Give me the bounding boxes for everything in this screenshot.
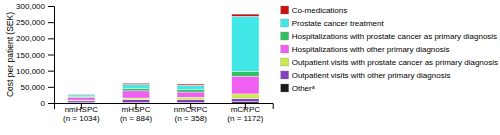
tick-label: mHSPC(n = 884) (120, 105, 153, 123)
chart: Co-medications Prostate cancer treatment H… (0, 0, 500, 135)
legend-label: Outpatient visits with other primary dia… (292, 71, 451, 80)
legend-swatch (281, 32, 289, 40)
series-bars (68, 98, 259, 102)
bar-segment (122, 100, 149, 103)
legend-item: Outpatient visits with other primary dia… (281, 71, 451, 80)
bar-segment (68, 101, 95, 103)
y-axis: 0 50,000 100,000 150,000 200,000 250,000 300,0… (16, 2, 54, 108)
x-tick: mCRPC(n = 1172) (227, 103, 263, 123)
legend-item: Co-medications (281, 6, 348, 15)
tick-label: mCRPC(n = 1172) (227, 105, 263, 123)
legend-label: Co-medications (292, 6, 348, 15)
bar-segment (232, 16, 259, 71)
legend-swatch (281, 19, 289, 27)
x-tick: mHSPC(n = 884) (120, 103, 153, 123)
legend-label: Outpatient visits with prostate cancer a… (292, 58, 498, 67)
legend-item: Hospitalizations with prostate cancer as… (281, 32, 497, 41)
bars (68, 14, 259, 103)
bar-segment (232, 94, 259, 99)
bar-segment (122, 88, 149, 91)
legend-swatch (281, 71, 289, 79)
y-tick: 200,000 (16, 34, 54, 43)
tick-label: 200,000 (16, 34, 45, 43)
bar-segment (232, 98, 259, 101)
legend-label: Otherᵃ (292, 84, 316, 93)
series-bars (68, 14, 259, 95)
legend-label: Hospitalizations with other primary diag… (292, 45, 450, 54)
bar-segment (122, 98, 149, 100)
y-tick: 150,000 (16, 51, 54, 60)
tick-mark (48, 55, 54, 56)
bar-segment (68, 95, 95, 96)
bar-segment (232, 71, 259, 76)
series-bars (68, 71, 259, 97)
tick-label: 50,000 (21, 83, 46, 92)
legend-item: Otherᵃ (281, 84, 316, 93)
legend-label: Prostate cancer treatment (292, 19, 385, 28)
x-axis: nmHSPC(n = 1034) mHSPC(n = 884) nmCRPC(n =… (55, 103, 274, 123)
y-tick: 250,000 (16, 18, 54, 27)
bar-segment (232, 14, 259, 16)
legend-item: Prostate cancer treatment (281, 19, 385, 28)
bar-segment (177, 85, 204, 89)
legend-swatch (281, 84, 289, 92)
bar-segment (122, 84, 149, 88)
plot: 0 50,000 100,000 150,000 200,000 250,000 300,0… (16, 2, 273, 123)
series-bars (68, 76, 259, 100)
bar-segment (177, 100, 204, 103)
legend-item: Outpatient visits with prostate cancer a… (281, 58, 498, 67)
legend: Co-medications Prostate cancer treatment H… (281, 6, 498, 93)
tick-label: 300,000 (16, 2, 45, 11)
y-tick: 50,000 (21, 83, 54, 92)
bar-segment (232, 76, 259, 94)
bar-segment (177, 97, 204, 100)
bar-segment (177, 92, 204, 97)
axis-domain (48, 7, 55, 104)
series-bars (68, 94, 259, 101)
bar-segment (68, 98, 95, 101)
tick-mark (48, 6, 54, 7)
tick-label: 150,000 (16, 51, 45, 60)
tick-mark (48, 103, 54, 104)
tick-label: 250,000 (16, 18, 45, 27)
legend-swatch (281, 58, 289, 66)
legend-item: Hospitalizations with other primary diag… (281, 45, 450, 54)
tick-label: nmHSPC(n = 1034) (63, 105, 100, 123)
x-tick: nmHSPC(n = 1034) (63, 103, 100, 123)
tick-label: 0 (41, 99, 46, 108)
y-tick: 0 (41, 99, 54, 108)
y-tick: 300,000 (16, 2, 54, 11)
tick-mark (48, 22, 54, 23)
tick-mark (48, 38, 54, 39)
tick-mark (48, 87, 54, 88)
bar-segment (122, 91, 149, 98)
series-bars (68, 102, 259, 103)
tick-mark (48, 71, 54, 72)
x-tick: nmCRPC(n = 358) (174, 103, 208, 123)
legend-swatch (281, 6, 289, 14)
bar-segment (177, 84, 204, 85)
tick-label: 100,000 (16, 67, 45, 76)
bar-segment (177, 89, 204, 92)
y-tick: 100,000 (16, 67, 54, 76)
y-axis-title: Cost per patient (SEK) (5, 12, 15, 97)
bar-segment (68, 94, 95, 96)
series-bars (68, 16, 259, 96)
bar-segment (122, 83, 149, 84)
tick-label: nmCRPC(n = 358) (174, 105, 208, 123)
legend-swatch (281, 45, 289, 53)
legend-label: Hospitalizations with prostate cancer as… (292, 32, 497, 41)
